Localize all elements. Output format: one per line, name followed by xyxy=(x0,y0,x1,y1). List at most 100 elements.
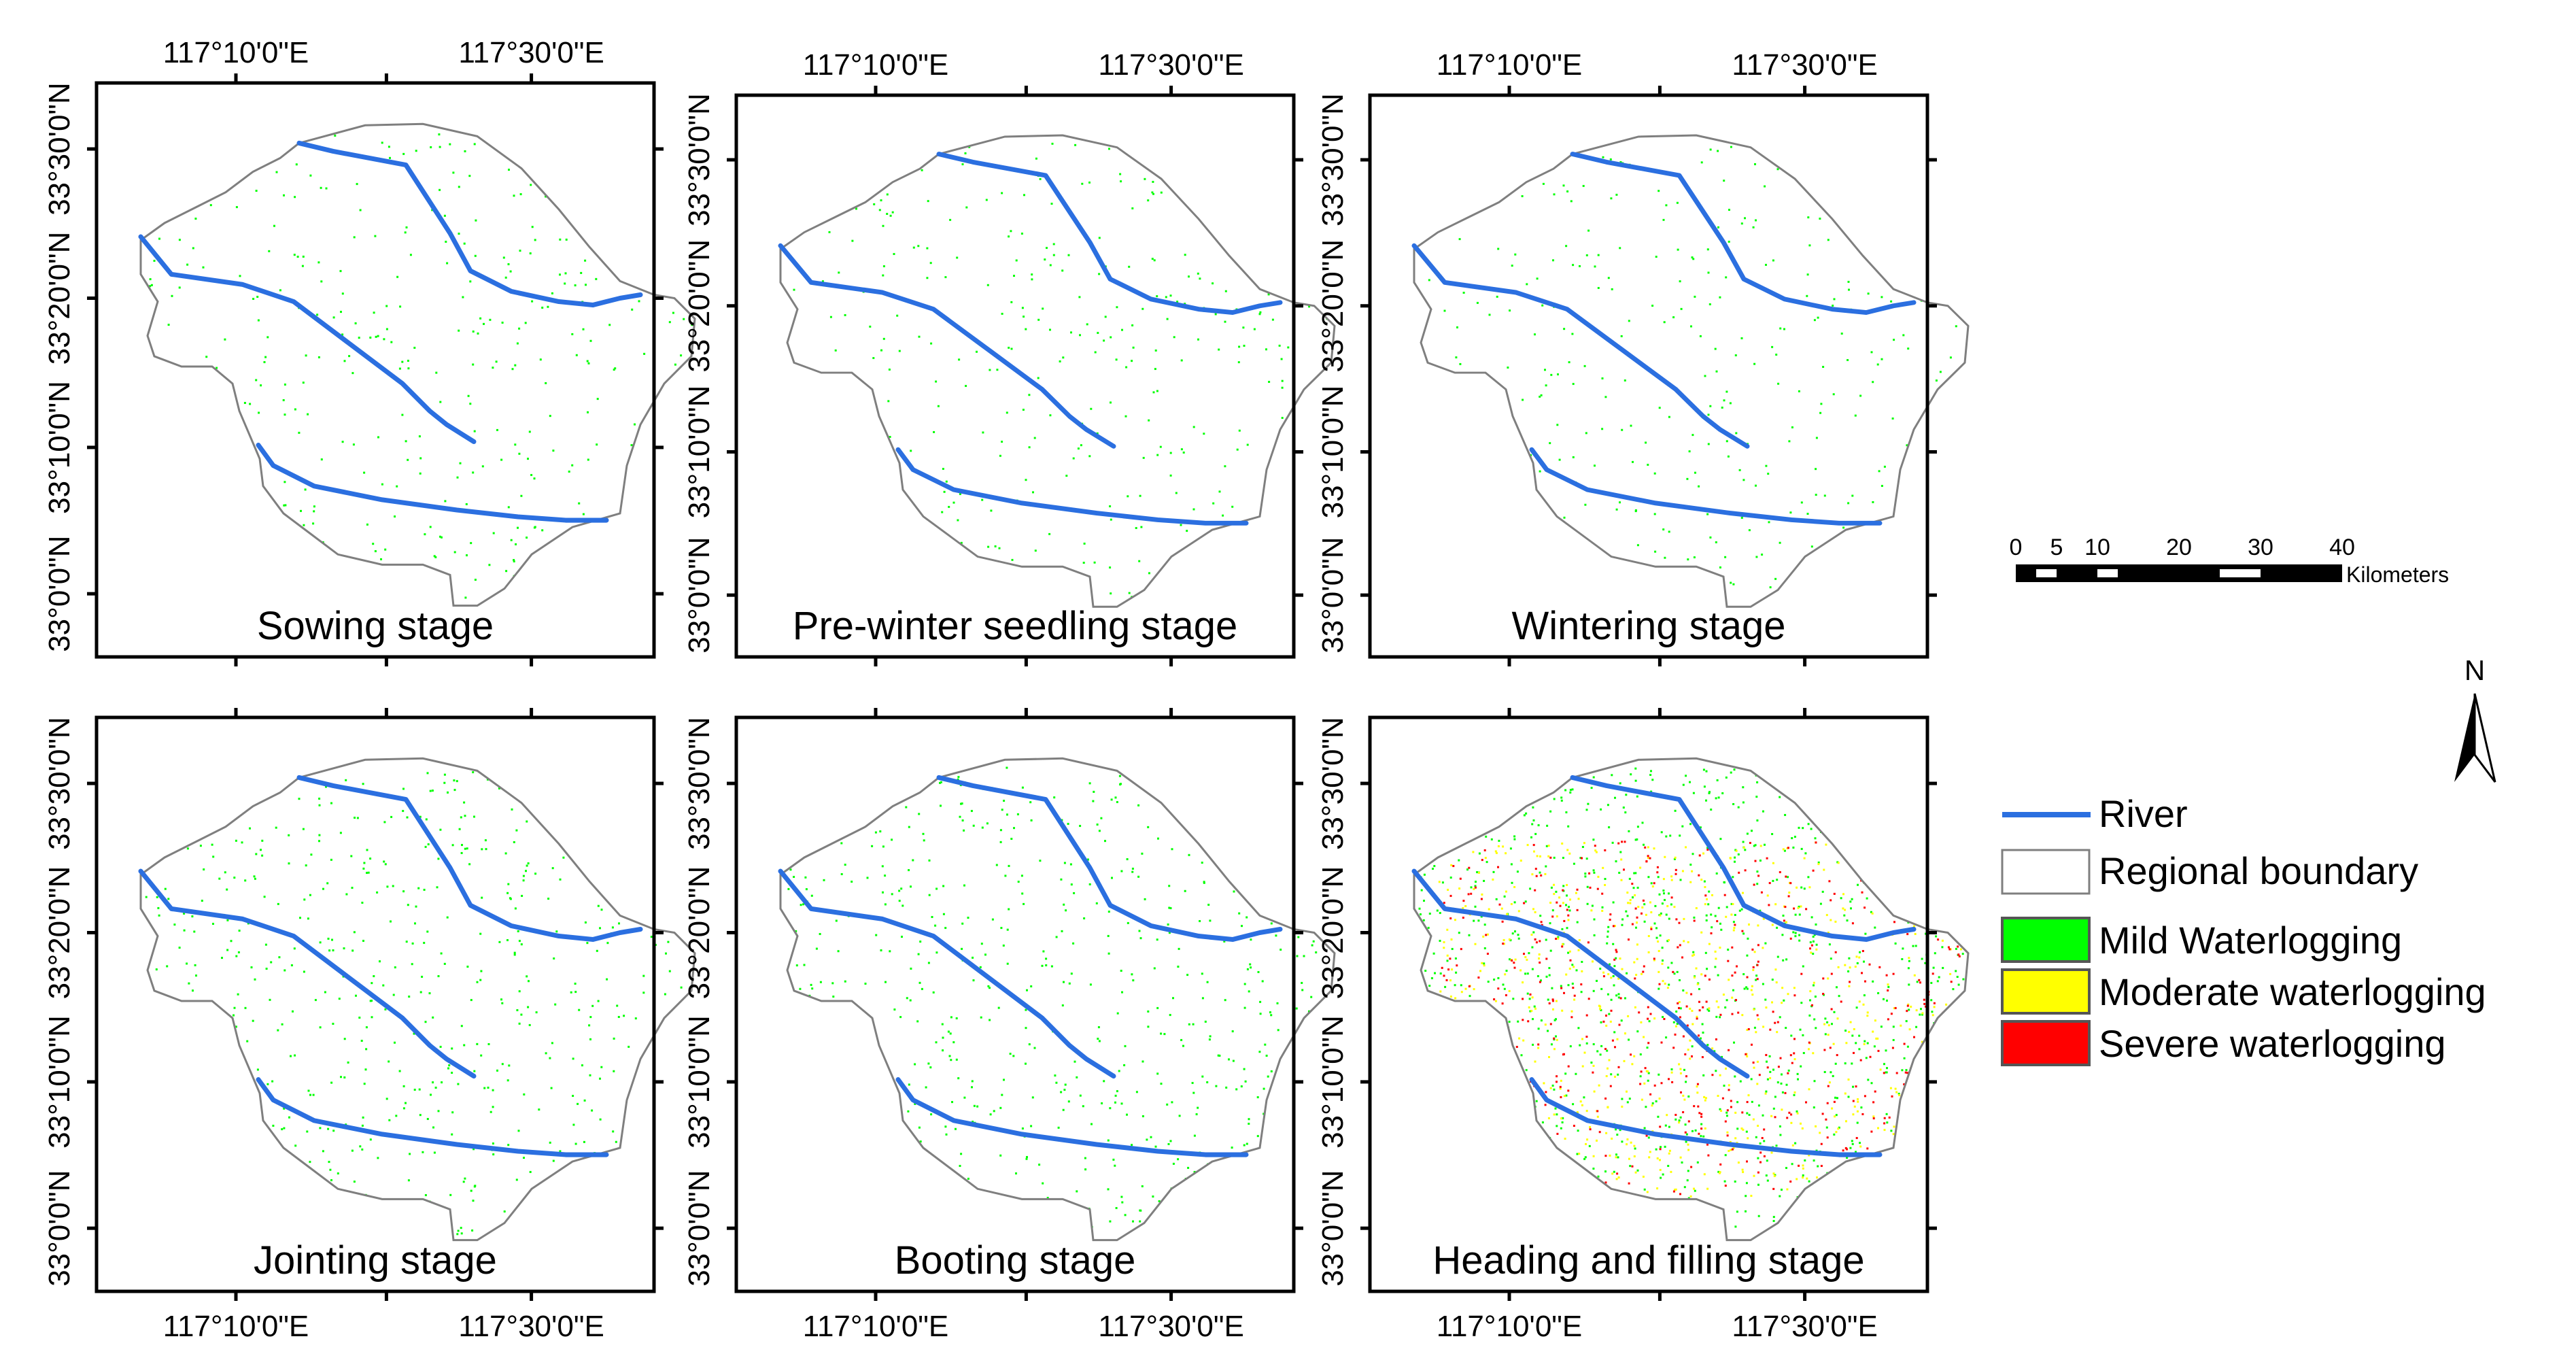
moderate-pixel xyxy=(1759,845,1762,847)
mild-pixel xyxy=(632,1116,635,1119)
mild-pixel xyxy=(402,810,405,813)
mild-pixel xyxy=(1802,1052,1805,1055)
severe-pixel xyxy=(1716,920,1719,923)
mild-pixel xyxy=(1539,395,1541,398)
mild-pixel xyxy=(1511,265,1513,267)
mild-pixel xyxy=(1147,199,1150,202)
mild-pixel xyxy=(451,844,454,847)
moderate-pixel xyxy=(1889,1087,1892,1089)
mild-pixel xyxy=(1480,549,1483,552)
mild-pixel xyxy=(1546,824,1549,827)
mild-pixel xyxy=(1215,159,1218,162)
mild-pixel xyxy=(1745,1130,1748,1133)
mild-pixel xyxy=(1717,226,1719,228)
mild-pixel xyxy=(1269,1155,1271,1158)
moderate-pixel xyxy=(1674,1189,1676,1191)
mild-pixel xyxy=(1254,779,1257,781)
mild-pixel xyxy=(1290,1111,1292,1114)
mild-pixel xyxy=(1662,1015,1664,1018)
moderate-pixel xyxy=(1689,1039,1691,1042)
mild-pixel xyxy=(616,777,619,780)
mild-pixel xyxy=(1835,1114,1838,1117)
mild-pixel xyxy=(252,1019,254,1022)
mild-pixel xyxy=(1224,1214,1226,1217)
severe-pixel xyxy=(1587,941,1590,944)
mild-pixel xyxy=(857,1149,860,1152)
mild-pixel xyxy=(1008,908,1010,911)
mild-pixel xyxy=(1707,903,1710,906)
mild-pixel xyxy=(449,143,451,146)
severe-pixel xyxy=(1640,1070,1643,1073)
moderate-pixel xyxy=(1906,1151,1909,1154)
mild-pixel xyxy=(1601,1213,1604,1216)
mild-pixel xyxy=(1502,1032,1505,1035)
mild-pixel xyxy=(1602,156,1604,158)
moderate-pixel xyxy=(1722,994,1725,996)
mild-pixel xyxy=(1256,1096,1259,1099)
moderate-pixel xyxy=(1793,1091,1796,1094)
moderate-pixel xyxy=(1637,906,1640,909)
mild-pixel xyxy=(209,390,212,393)
mild-pixel xyxy=(1224,320,1226,323)
mild-pixel xyxy=(1141,852,1144,855)
severe-pixel xyxy=(1840,1000,1842,1003)
mild-pixel xyxy=(383,821,386,824)
mild-pixel xyxy=(1838,1181,1840,1184)
mild-pixel xyxy=(239,450,241,453)
mild-pixel xyxy=(1708,890,1711,893)
mild-pixel xyxy=(1284,503,1286,505)
stage-title: Sowing stage xyxy=(257,604,494,648)
mild-pixel xyxy=(956,256,959,259)
mild-pixel xyxy=(1882,168,1885,171)
moderate-pixel xyxy=(1495,851,1498,854)
moderate-pixel xyxy=(1704,1099,1706,1102)
mild-pixel xyxy=(632,485,635,488)
mild-pixel xyxy=(469,403,472,405)
mild-pixel xyxy=(1948,416,1951,419)
mild-pixel xyxy=(647,533,649,536)
mild-pixel xyxy=(1118,775,1121,777)
mild-pixel xyxy=(1629,593,1632,596)
mild-pixel xyxy=(1312,940,1315,943)
mild-pixel xyxy=(158,1172,161,1175)
moderate-pixel xyxy=(1933,1193,1936,1196)
mild-pixel xyxy=(514,364,517,367)
mild-pixel xyxy=(666,1178,668,1181)
mild-pixel xyxy=(1845,800,1848,803)
mild-pixel xyxy=(1800,1065,1802,1068)
mild-pixel xyxy=(1201,862,1203,864)
mild-pixel xyxy=(1737,853,1740,855)
mild-pixel xyxy=(458,828,461,830)
mild-pixel xyxy=(1137,804,1140,807)
mild-pixel xyxy=(1534,1220,1537,1223)
mild-pixel xyxy=(1055,936,1058,938)
mild-pixel xyxy=(275,1172,278,1174)
mild-pixel xyxy=(1933,777,1936,779)
mild-pixel xyxy=(1526,992,1529,995)
mild-pixel xyxy=(1160,1032,1163,1035)
mild-pixel xyxy=(1156,938,1158,941)
mild-pixel xyxy=(528,430,531,433)
mild-pixel xyxy=(541,529,544,532)
mild-pixel xyxy=(1523,814,1526,817)
mild-pixel xyxy=(926,1190,929,1193)
moderate-pixel xyxy=(1678,1001,1681,1004)
mild-pixel xyxy=(972,824,975,827)
severe-pixel xyxy=(1450,1081,1453,1083)
mild-pixel xyxy=(1446,960,1449,962)
moderate-pixel xyxy=(1439,1186,1441,1189)
mild-pixel xyxy=(1804,800,1807,803)
moderate-pixel xyxy=(1631,1063,1634,1066)
mild-pixel xyxy=(1180,795,1182,798)
moderate-pixel xyxy=(1893,899,1896,902)
mild-pixel xyxy=(441,1081,443,1084)
mild-pixel xyxy=(1021,307,1024,309)
mild-pixel xyxy=(834,349,837,352)
mild-pixel xyxy=(1610,998,1613,1001)
mild-pixel xyxy=(1131,870,1134,873)
moderate-pixel xyxy=(1595,851,1598,853)
severe-pixel xyxy=(1552,1000,1554,1002)
mild-pixel xyxy=(645,487,648,490)
mild-pixel xyxy=(1891,1207,1893,1210)
mild-pixel xyxy=(1908,983,1910,986)
